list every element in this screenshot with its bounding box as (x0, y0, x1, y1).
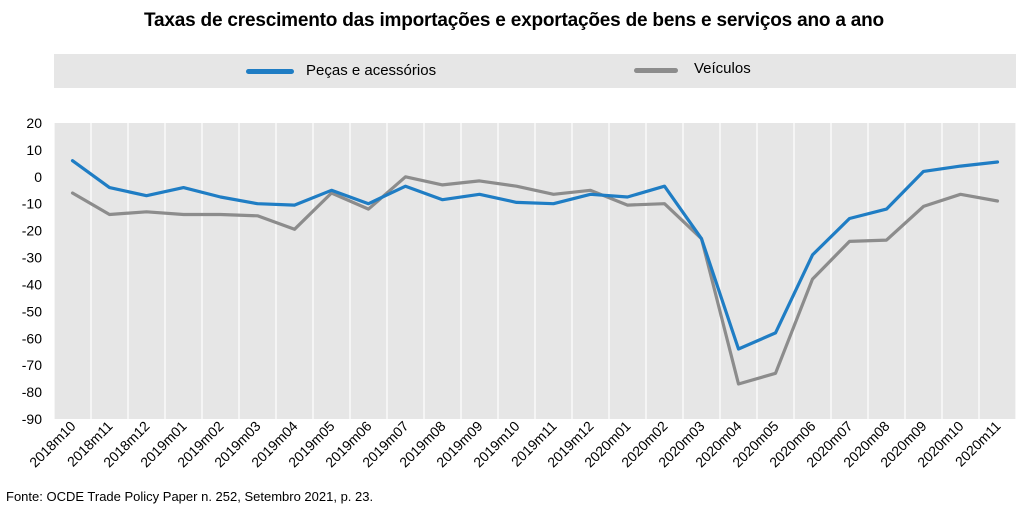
legend-label-pecas: Peças e acessórios (306, 62, 437, 79)
legend-swatch-veiculos (634, 68, 678, 73)
chart-title: Taxas de crescimento das importações e e… (144, 10, 884, 31)
y-tick-label: -60 (22, 330, 42, 346)
y-tick-label: -90 (22, 411, 42, 427)
y-tick-label: -20 (22, 223, 42, 239)
y-tick-label: 20 (26, 115, 42, 131)
legend-label-veiculos: Veículos (694, 60, 751, 77)
source-footer: Fonte: OCDE Trade Policy Paper n. 252, S… (6, 489, 374, 504)
y-tick-label: 0 (34, 169, 42, 185)
y-tick-label: -50 (22, 303, 42, 319)
legend-swatch-pecas (246, 69, 294, 74)
series-line-veiculos (70, 175, 1000, 386)
series-line-pecas-e-acessorios (70, 159, 1000, 351)
y-tick-label: 10 (26, 142, 42, 158)
y-tick-label: -40 (22, 276, 42, 292)
y-tick-label: -70 (22, 357, 42, 373)
y-tick-label: -80 (22, 384, 42, 400)
legend: Peças e acessórios Veículos (54, 54, 1016, 88)
y-tick-label: -10 (22, 196, 42, 212)
y-tick-label: -30 (22, 250, 42, 266)
